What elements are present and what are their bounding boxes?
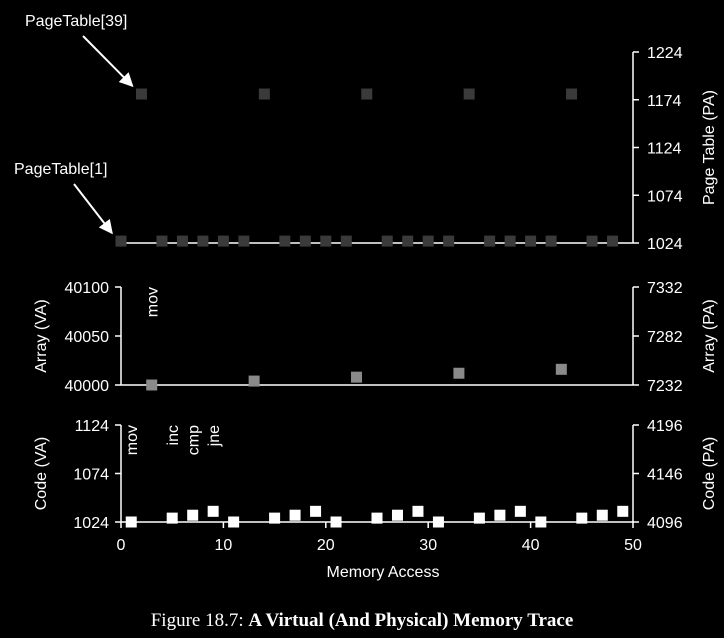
code-data-point [371,512,383,524]
code-data-point [228,516,240,528]
instruction-label: jne [206,425,223,447]
page-table-right-axis-label: Page Table (PA) [701,90,718,205]
code-data-point [166,512,178,524]
code-data-point [494,509,506,521]
code-data-point [187,509,199,521]
page-table-data-point [381,235,393,247]
page-table-data-point [463,88,475,100]
code-left-tick-label: 1074 [73,467,109,484]
page-table-data-point [586,235,598,247]
page-table-data-point [525,235,537,247]
annotation-arrow [73,183,113,235]
page-table-data-point [217,235,229,247]
page-table-data-point [504,235,516,247]
page-table-data-point [299,235,311,247]
figure-caption: Figure 18.7: A Virtual (And Physical) Me… [0,610,724,632]
instruction-label: mov [124,425,141,455]
array-left-tick-label: 40000 [65,378,110,395]
page-table-data-point [320,235,332,247]
array-data-point [351,371,363,383]
page-table-right-tick-label: 1224 [647,45,683,62]
annotation-label: PageTable[1] [14,161,107,178]
array-data-point [555,363,567,375]
array-data-point [146,379,158,391]
page-table-right-tick-label: 1024 [647,236,683,253]
page-table-data-point [545,235,557,247]
page-table-data-point [279,235,291,247]
caption-title: A Virtual (And Physical) Memory Trace [248,610,574,631]
instruction-label: inc [165,425,182,445]
page-table-data-point [115,235,127,247]
caption-prefix: Figure 18.7: [150,610,244,631]
x-tick-label: 20 [317,537,335,554]
page-table-right-tick-label: 1174 [647,93,682,110]
code-left-tick-label: 1024 [73,515,109,532]
annotation-label: PageTable[39] [25,13,127,30]
code-data-point [514,505,526,517]
annotation-arrow [82,35,134,88]
page-table-right-tick-label: 1124 [647,141,682,158]
code-left-axis-label: Code (VA) [33,437,50,511]
code-data-point [330,516,342,528]
code-data-point [412,505,424,517]
code-right-axis-label: Code (PA) [701,437,718,511]
code-data-point [596,509,608,521]
code-data-point [289,509,301,521]
page-table-data-point [340,235,352,247]
array-right-tick-label: 7332 [647,280,683,297]
code-data-point [473,512,485,524]
page-table-data-point [484,235,496,247]
x-tick-label: 0 [117,537,126,554]
instruction-label: cmp [186,425,203,455]
array-left-tick-label: 40100 [65,280,110,297]
x-tick-label: 40 [522,537,540,554]
page-table-right-tick-label: 1074 [647,188,683,205]
code-data-point [576,512,588,524]
code-data-point [617,505,629,517]
page-table-data-point [361,88,373,100]
page-table-data-point [156,235,168,247]
code-right-tick-label: 4196 [647,418,683,435]
code-data-point [207,505,219,517]
page-table-data-point [566,88,578,100]
array-right-tick-label: 7282 [647,329,683,346]
array-right-axis-label: Array (PA) [701,299,718,372]
code-right-tick-label: 4096 [647,515,683,532]
page-table-data-point [607,235,619,247]
x-tick-label: 30 [419,537,437,554]
x-axis-label: Memory Access [327,564,440,581]
x-tick-label: 10 [215,537,233,554]
page-table-data-point [258,88,270,100]
code-data-point [125,516,137,528]
x-tick-label: 50 [624,537,642,554]
page-table-data-point [402,235,414,247]
code-data-point [310,505,322,517]
page-table-data-point [135,88,147,100]
page-table-data-point [238,235,250,247]
array-data-point [453,367,465,379]
code-data-point [391,509,403,521]
page-table-data-point [176,235,188,247]
page-table-data-point [197,235,209,247]
array-left-axis-label: Array (VA) [33,299,50,372]
page-table-data-point [422,235,434,247]
instruction-label: mov [145,287,162,317]
page-table-data-point [443,235,455,247]
code-right-tick-label: 4146 [647,467,683,484]
code-data-point [432,516,444,528]
array-right-tick-label: 7232 [647,378,683,395]
array-left-tick-label: 40050 [65,329,110,346]
code-left-tick-label: 1124 [75,418,110,435]
code-data-point [535,516,547,528]
memory-trace-chart: 1024 1074 1124 1174 1224 Page Table (PA) PageT… [14,13,718,581]
code-data-point [269,512,281,524]
array-data-point [248,375,260,387]
